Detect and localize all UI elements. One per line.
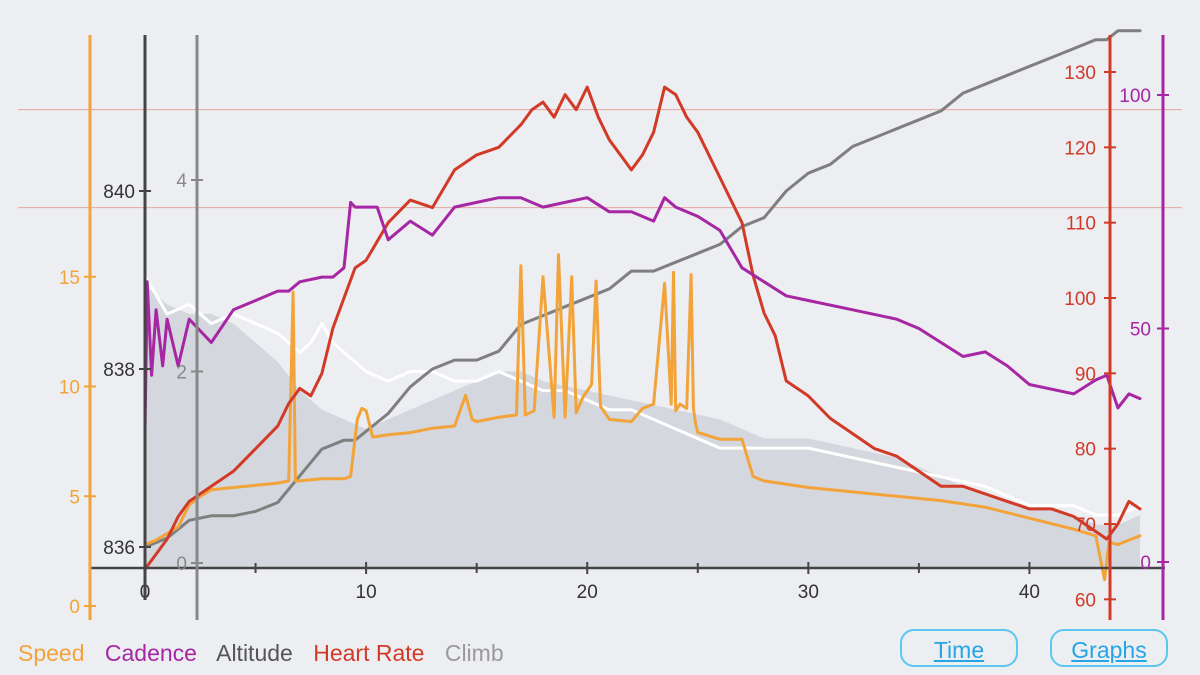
series-line-altitude bbox=[143, 29, 1142, 549]
altitude-tick-label-836: 836 bbox=[103, 538, 135, 559]
x-tick-label-20: 20 bbox=[577, 582, 598, 603]
series-line-speed bbox=[143, 253, 1142, 582]
heart-rate-tick-label-110: 110 bbox=[1066, 214, 1096, 235]
terrain-fill-area bbox=[145, 285, 1140, 568]
chart-legend: Speed Cadence Altitude Heart Rate Climb bbox=[18, 640, 518, 667]
climb-tick-label-2: 2 bbox=[176, 363, 187, 384]
speed-tick-label-0: 0 bbox=[69, 597, 80, 618]
heart-rate-tick-label-130: 130 bbox=[1064, 63, 1096, 84]
heart-rate-tick-label-70: 70 bbox=[1075, 515, 1096, 536]
speed-tick-label-5: 5 bbox=[69, 487, 80, 508]
series-line-climb bbox=[143, 274, 1142, 517]
legend-altitude: Altitude bbox=[216, 640, 293, 666]
x-tick-label-30: 30 bbox=[798, 582, 819, 603]
time-button[interactable]: Time bbox=[900, 629, 1018, 667]
altitude-tick-label-840: 840 bbox=[103, 182, 135, 203]
heart-rate-tick-label-80: 80 bbox=[1075, 440, 1096, 461]
cadence-tick-label-0: 0 bbox=[1140, 553, 1151, 574]
cadence-tick-label-50: 50 bbox=[1130, 320, 1151, 341]
heart-rate-tick-label-120: 120 bbox=[1064, 138, 1096, 159]
multi-axis-chart: 0 10 20 30 40 0 5 10 15 836 838 840 0 2 4 60 70 80 90 100 11… bbox=[18, 29, 1182, 620]
series-line-cadence bbox=[143, 196, 1142, 433]
heart-rate-tick-label-90: 90 bbox=[1075, 364, 1096, 385]
legend-climb: Climb bbox=[444, 640, 504, 666]
climb-tick-label-0: 0 bbox=[176, 554, 187, 575]
legend-cadence: Cadence bbox=[104, 640, 197, 666]
graphs-button[interactable]: Graphs bbox=[1050, 629, 1168, 667]
x-tick-label-10: 10 bbox=[356, 582, 377, 603]
altitude-tick-label-838: 838 bbox=[103, 360, 135, 381]
legend-heart-rate: Heart Rate bbox=[313, 640, 425, 666]
speed-tick-label-15: 15 bbox=[59, 268, 80, 289]
x-tick-label-40: 40 bbox=[1019, 582, 1040, 603]
series-line-heart-rate bbox=[143, 85, 1142, 571]
cadence-tick-label-100: 100 bbox=[1119, 86, 1151, 107]
climb-tick-label-4: 4 bbox=[176, 171, 187, 192]
heart-rate-tick-label-100: 100 bbox=[1064, 289, 1096, 310]
legend-speed: Speed bbox=[18, 640, 85, 666]
heart-rate-tick-label-60: 60 bbox=[1075, 590, 1096, 611]
speed-tick-label-10: 10 bbox=[59, 378, 80, 399]
